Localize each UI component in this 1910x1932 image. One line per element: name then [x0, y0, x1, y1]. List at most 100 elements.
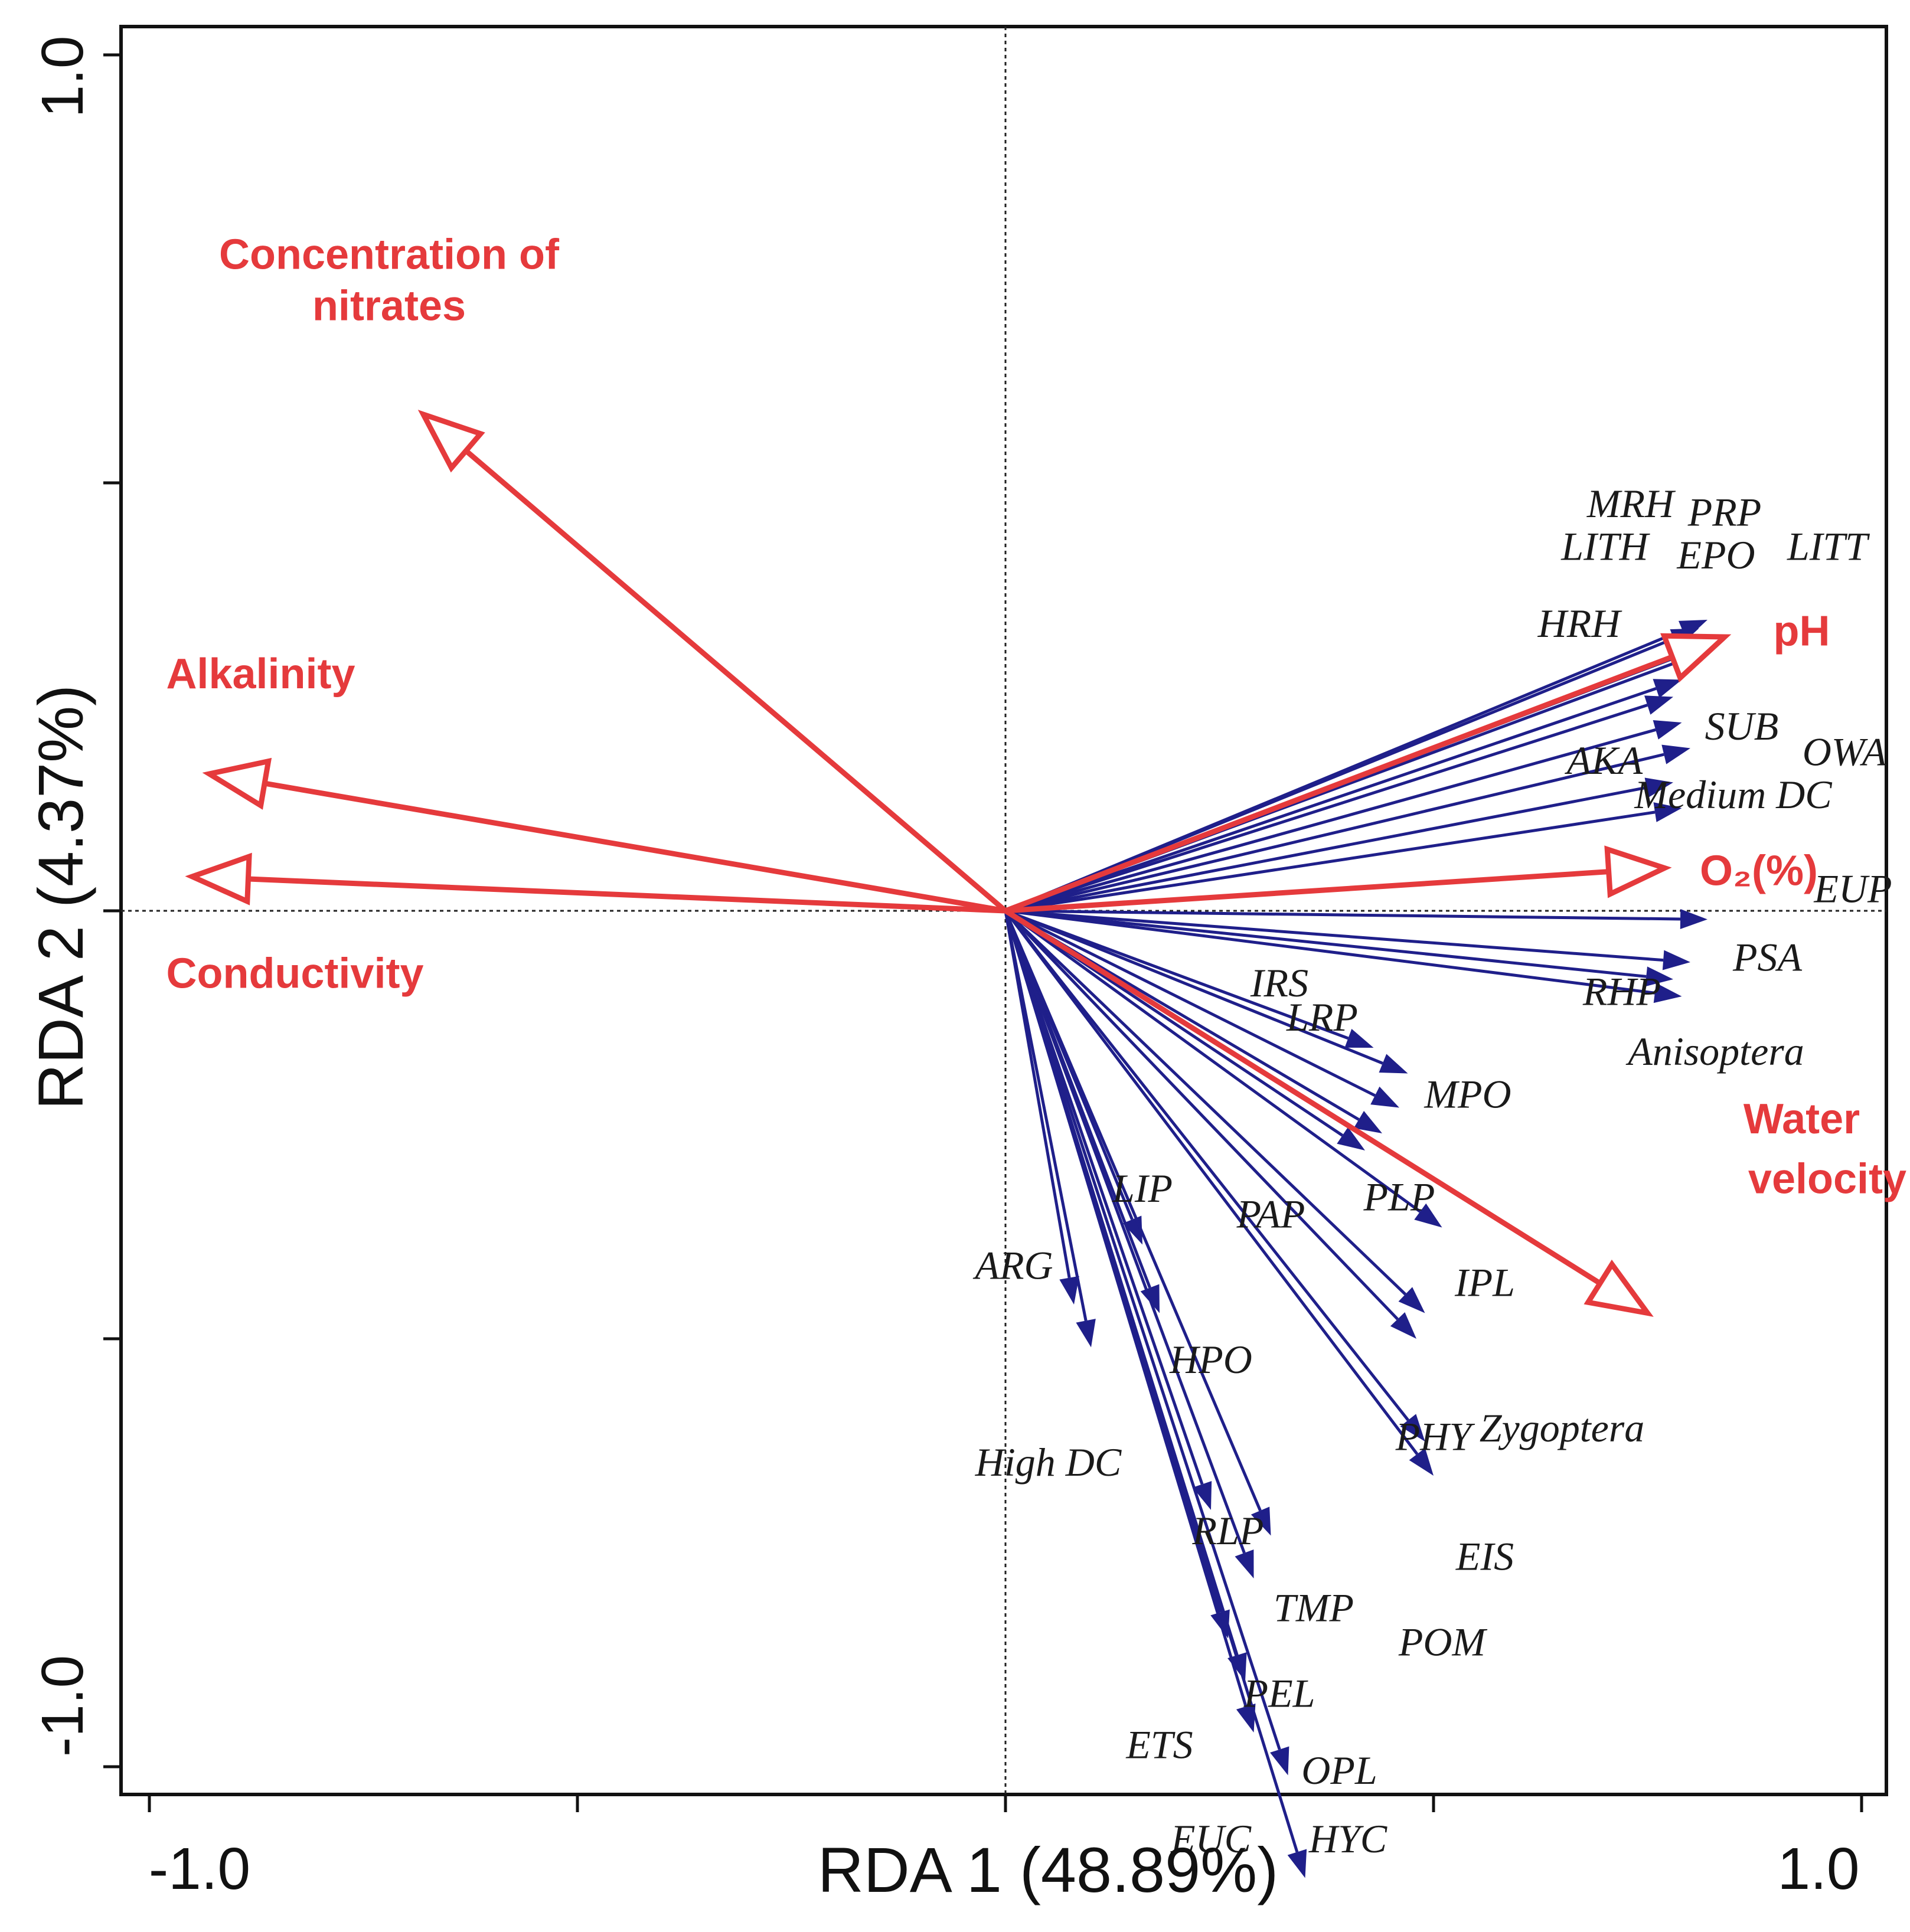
species-arrow-medium-dc: [1005, 810, 1656, 913]
env-label: Conductivity: [166, 950, 423, 998]
species-label: EIS: [1455, 1534, 1514, 1579]
species-arrows: [1004, 620, 1707, 1878]
species-arrow-lrp: [1005, 909, 1383, 1065]
env-arrowhead: [1604, 845, 1672, 898]
species-arrow-psa: [1005, 909, 1664, 962]
species-arrow-erh: [1004, 910, 1299, 1853]
species-label: EUC: [1170, 1816, 1252, 1861]
species-arrow-eis: [1004, 910, 1409, 1421]
species-arrow-hrh: [1005, 704, 1648, 913]
species-label: PSA: [1732, 935, 1803, 980]
species-label: POM: [1398, 1620, 1488, 1665]
env-arrowhead: [1583, 1259, 1654, 1317]
species-arrowhead: [1398, 1287, 1425, 1313]
environmental-arrows: [185, 410, 1732, 1317]
species-label: PRP: [1687, 490, 1762, 535]
species-arrowhead: [1645, 966, 1673, 987]
species-label: TMP: [1274, 1586, 1354, 1630]
x-axis-title: RDA 1 (48.89%): [818, 1834, 1278, 1905]
species-label: AKA: [1565, 738, 1643, 783]
env-label: Concentration of: [219, 231, 560, 279]
species-label: LIP: [1112, 1166, 1173, 1211]
species-label: MPO: [1423, 1072, 1511, 1117]
species-arrowhead: [1337, 1127, 1365, 1150]
species-label: EUP: [1813, 867, 1892, 911]
species-arrowhead: [1653, 679, 1682, 698]
species-arrowhead: [1644, 695, 1673, 715]
species-label: HYC: [1308, 1816, 1387, 1861]
species-arrowhead: [1409, 1448, 1434, 1476]
species-label: LITT: [1787, 524, 1870, 569]
species-label: HRH: [1537, 601, 1623, 646]
species-label: High DC: [975, 1440, 1122, 1485]
axis-ticks: [103, 53, 1863, 1812]
env-label: pH: [1774, 608, 1830, 655]
species-arrow-lith: [1005, 687, 1657, 913]
species-arrowhead: [1653, 720, 1682, 740]
env-label: Water: [1744, 1096, 1860, 1143]
species-arrowhead: [1661, 744, 1690, 764]
species-arrow-hyc: [1004, 910, 1281, 1750]
species-arrow-anisoptera: [1005, 909, 1656, 995]
species-label: MRH: [1586, 481, 1676, 526]
species-arrow-ipl: [1004, 909, 1421, 1213]
species-arrowhead: [1644, 777, 1673, 797]
species-arrowhead: [1414, 1203, 1442, 1228]
species-arrow-tmp: [1004, 910, 1262, 1512]
species-arrowhead: [1059, 1276, 1079, 1305]
species-arrow-zygoptera: [1004, 910, 1399, 1320]
species-arrowhead: [1353, 1110, 1382, 1133]
env-label: O₂(%): [1700, 848, 1818, 895]
species-arrow-rhp: [1005, 909, 1647, 978]
species-arrow-prp: [1005, 629, 1683, 913]
species-arrow-pel: [1004, 910, 1246, 1554]
species-arrowhead: [1076, 1319, 1096, 1348]
species-arrow-sub: [1005, 728, 1656, 913]
env-arrow-alkalinity: [264, 780, 1006, 914]
species-label: PAP: [1236, 1192, 1305, 1237]
species-arrow-high-dc: [1004, 910, 1088, 1321]
species-arrowhead: [1236, 1704, 1256, 1732]
species-label: RLP: [1192, 1508, 1264, 1553]
species-arrow-pom: [1004, 910, 1419, 1455]
y-tick-label-max: 1.0: [30, 35, 96, 117]
env-arrow-water-velocity: [1004, 908, 1602, 1286]
species-arrowhead: [1235, 1549, 1254, 1578]
y-axis-title: RDA 2 (4.37%): [25, 685, 96, 1110]
species-arrowhead: [1680, 908, 1707, 929]
species-arrowhead: [1287, 1849, 1307, 1878]
species-arrow-aka: [1005, 786, 1647, 913]
env-arrow-concentration-of-nitrates: [464, 449, 1007, 913]
env-arrowhead: [1660, 633, 1732, 683]
env-label: nitrates: [312, 283, 466, 330]
species-label: PHY: [1395, 1414, 1475, 1459]
species-label: IRS: [1250, 960, 1308, 1005]
species-label: ARG: [972, 1243, 1053, 1288]
species-label: EPO: [1676, 532, 1755, 577]
species-label: RHP: [1582, 969, 1661, 1014]
species-arrowhead: [1370, 1086, 1399, 1108]
species-label: LITH: [1560, 524, 1650, 569]
species-label: Zygoptera: [1480, 1405, 1645, 1450]
env-label: Alkalinity: [166, 650, 355, 698]
species-label: Anisoptera: [1625, 1029, 1804, 1074]
species-arrowhead: [1390, 1312, 1416, 1339]
y-tick-label-min: -1.0: [30, 1655, 96, 1757]
species-arrowhead: [1251, 1506, 1271, 1536]
env-arrowhead: [185, 852, 252, 905]
species-arrow-owa: [1005, 753, 1664, 913]
species-label: HPO: [1169, 1337, 1252, 1382]
species-label: LRP: [1286, 995, 1358, 1039]
env-arrow-ph: [1004, 654, 1673, 914]
env-arrow-conductivity: [248, 876, 1006, 914]
species-label: IPL: [1454, 1260, 1515, 1305]
env-arrowhead: [417, 410, 485, 473]
species-arrowhead: [1400, 1414, 1425, 1441]
species-label: Medium DC: [1634, 772, 1832, 817]
species-label: SUB: [1705, 704, 1779, 748]
env-arrowhead: [202, 757, 272, 810]
species-label: OPL: [1301, 1748, 1377, 1793]
species-arrowhead: [1662, 950, 1690, 970]
species-arrow-eup: [1005, 909, 1681, 921]
